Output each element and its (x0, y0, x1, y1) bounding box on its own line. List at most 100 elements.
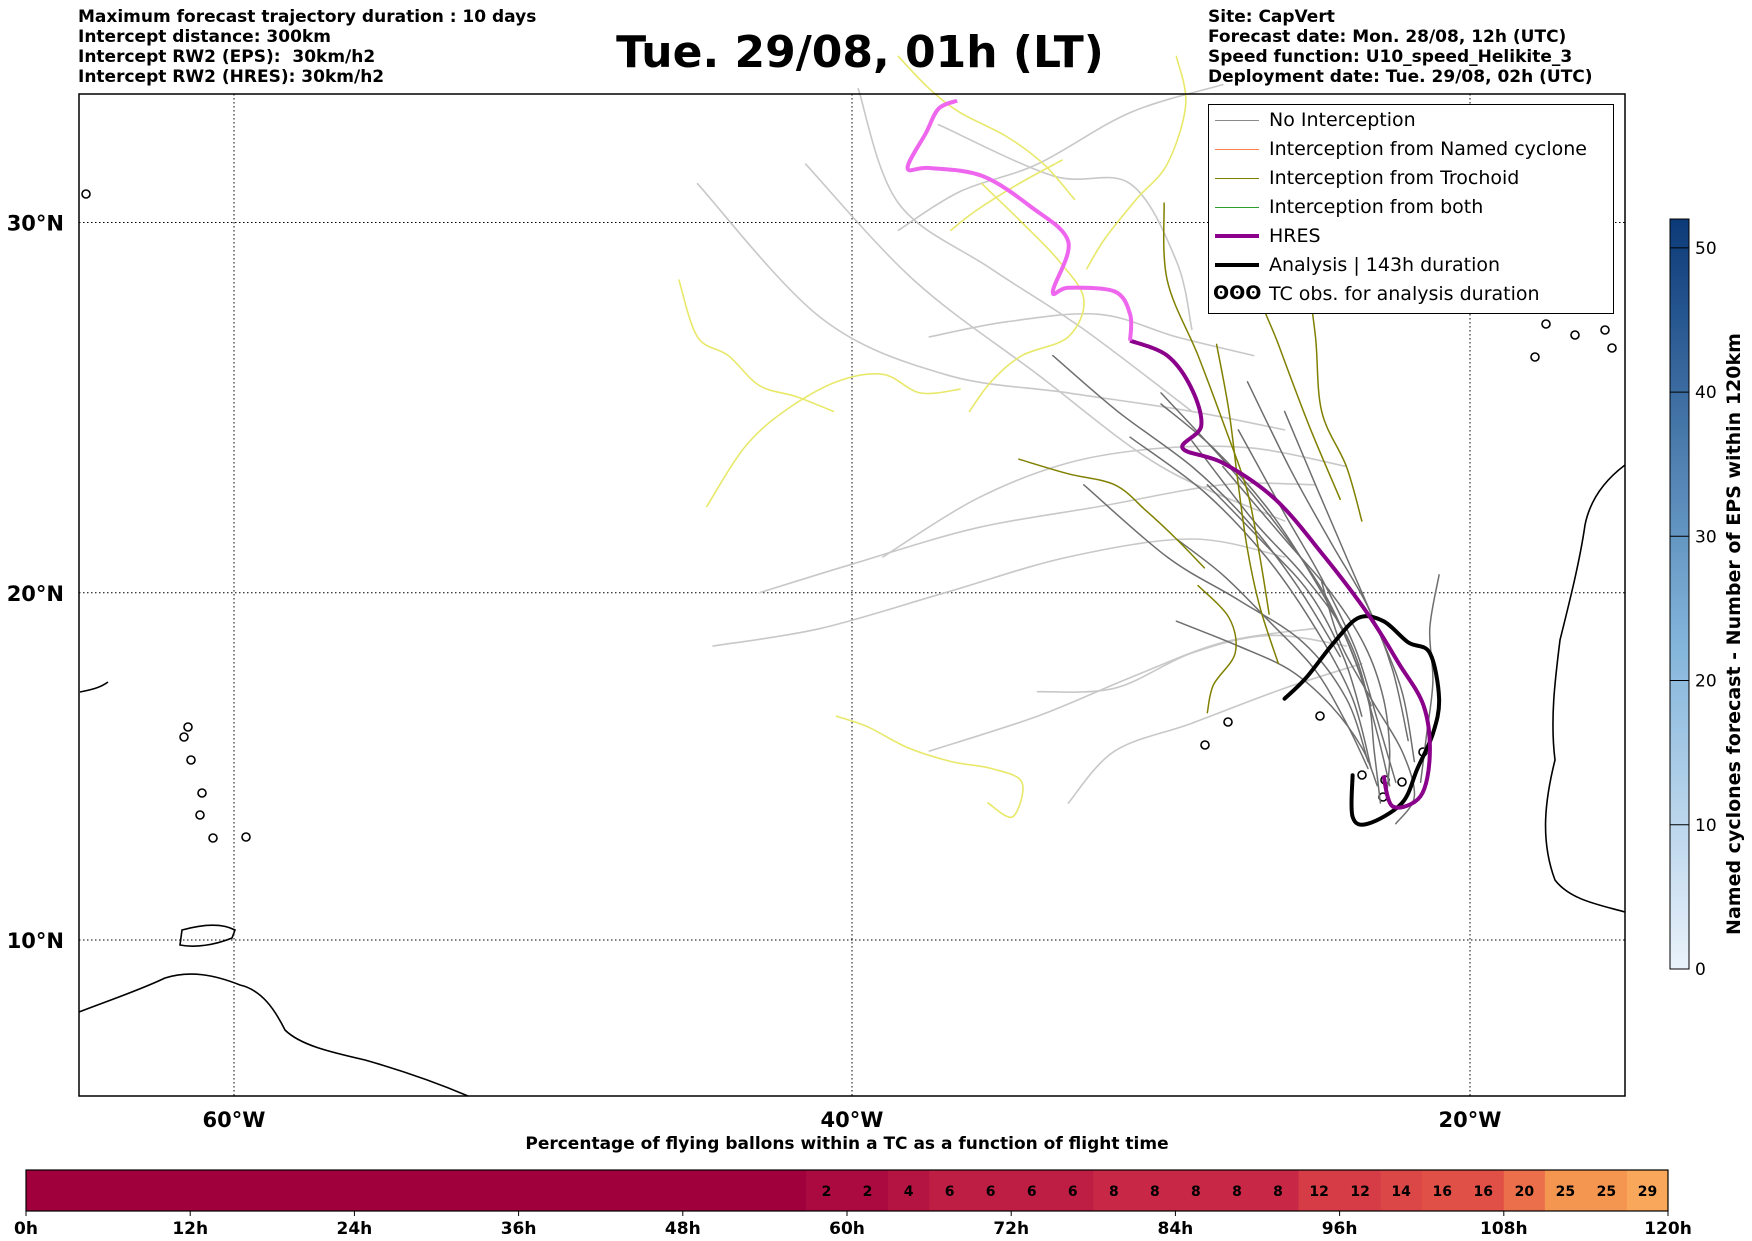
island (81, 189, 91, 199)
map-axes-labels: 60°W 40°W 20°W 30°N 20°N 10°N (7, 212, 1502, 1132)
bottom-colorbar-cell (1544, 1170, 1587, 1211)
island (197, 788, 207, 798)
bottom-colorbar-tick-label: 84h (1158, 1219, 1194, 1239)
trochoid-yellow-tracks (678, 55, 1187, 819)
ensemble-light-tracks (696, 83, 1363, 804)
legend-swatch (1215, 263, 1259, 267)
bottom-colorbar-cell (1503, 1170, 1546, 1211)
bottom-colorbar-cell (190, 1170, 232, 1211)
legend-item-no-interception: No Interception (1209, 107, 1609, 135)
bottom-colorbar-tick-label: 12h (172, 1219, 208, 1239)
bottom-colorbar-cell (1339, 1170, 1382, 1211)
island (1200, 740, 1210, 750)
right-colorbar-tick-label: 20 (1695, 672, 1717, 692)
header-left-info: Maximum forecast trajectory duration : 1… (78, 7, 536, 87)
ensemble-track (1036, 634, 1348, 693)
legend-item-both: Interception from both (1209, 194, 1609, 222)
bottom-colorbar-cell (1093, 1170, 1135, 1211)
latitude-tick-label: 30°N (7, 212, 64, 236)
bottom-colorbar-cell (559, 1170, 602, 1211)
bottom-colorbar-cell (1380, 1170, 1423, 1211)
ensemble-dark-track (1283, 410, 1416, 763)
bottom-colorbar-value: 12 (1350, 1184, 1369, 1200)
bottom-colorbar-cell (682, 1170, 725, 1211)
bottom-colorbar-cell (1052, 1170, 1094, 1211)
legend-label: Analysis | 143h duration (1269, 254, 1501, 276)
tc-symbol-icon: ʘʘʘ (1213, 282, 1262, 304)
south-america-coast (78, 973, 469, 1097)
bottom-colorbar-cell (272, 1170, 314, 1211)
bottom-colorbar-cell (395, 1170, 437, 1211)
bottom-colorbar-title: Percentage of flying ballons within a TC… (525, 1134, 1169, 1154)
island (195, 810, 205, 820)
trochoid-yellow-track (968, 182, 1085, 413)
intercept-distance-text: Intercept distance: 300km (78, 27, 331, 47)
bottom-colorbar-tick-label: 120h (1644, 1219, 1692, 1239)
island (1570, 330, 1580, 340)
bottom-colorbar-value: 2 (863, 1184, 873, 1200)
speed-function-text: Speed function: U10_speed_Helikite_3 (1208, 47, 1573, 67)
bottom-colorbar-cell (1421, 1170, 1464, 1211)
right-colorbar: 0 10 20 30 40 50 Named cyclones forecast - Num… (1669, 218, 1745, 980)
island (1357, 770, 1367, 780)
longitude-tick-label: 20°W (1439, 1108, 1502, 1132)
right-colorbar-tick-label: 0 (1695, 960, 1706, 980)
ensemble-dark-track (1175, 620, 1379, 787)
bottom-colorbar-cell (354, 1170, 396, 1211)
header-right-info: Site: CapVert Forecast date: Mon. 28/08,… (1208, 7, 1593, 87)
analysis-track-group (1282, 614, 1442, 827)
bottom-colorbar-cell (108, 1170, 150, 1211)
ensemble-dark-track (1083, 484, 1369, 763)
legend-item-tc-obs: ʘʘʘ TC obs. for analysis duration (1209, 281, 1609, 309)
trinidad-island (179, 924, 236, 947)
trochoid-olive-track (1197, 584, 1237, 714)
bottom-colorbar-tick-label: 108h (1480, 1219, 1528, 1239)
hres-track-purple (1129, 338, 1432, 810)
ensemble-dark-track (1160, 403, 1372, 707)
legend-item-hres: HRES (1209, 223, 1609, 251)
legend-label: Interception from Named cyclone (1269, 138, 1587, 160)
island (179, 732, 189, 742)
bottom-colorbar-cell (600, 1170, 643, 1211)
bottom-colorbar: 2 2 4 6 6 6 6 8 8 8 8 8 12 12 14 16 16 20 25 25 29 0h 12h 24h 36… (14, 1169, 1692, 1239)
legend-item-trochoid: Interception from Trochoid (1209, 165, 1609, 193)
analysis-track (1282, 614, 1442, 827)
island (1600, 325, 1610, 335)
bottom-colorbar-value: 6 (986, 1184, 996, 1200)
trochoid-olive-track (1018, 458, 1206, 569)
legend-item-analysis: Analysis | 143h duration (1209, 252, 1609, 280)
bottom-colorbar-cell (1175, 1170, 1217, 1211)
bottom-colorbar-value: 6 (945, 1184, 955, 1200)
bottom-colorbar-tick-label: 72h (993, 1219, 1029, 1239)
ensemble-track (882, 445, 1348, 558)
right-colorbar-tick-label: 30 (1695, 527, 1717, 547)
bottom-colorbar-cell (1585, 1170, 1628, 1211)
bottom-colorbar-cell (805, 1170, 848, 1211)
bottom-colorbar-value: 8 (1150, 1184, 1160, 1200)
legend-label: HRES (1269, 225, 1321, 247)
africa-coast (1544, 464, 1626, 913)
right-colorbar-tick-label: 50 (1695, 239, 1717, 259)
hres-track-pink (905, 98, 1134, 341)
ensemble-track (857, 87, 1193, 413)
bottom-colorbar-cell (1298, 1170, 1341, 1211)
legend-label: No Interception (1269, 109, 1416, 131)
ensemble-dark-track (1222, 465, 1391, 797)
island (186, 755, 196, 765)
bottom-colorbar-cell (231, 1170, 273, 1211)
hres-track-group (905, 98, 1432, 810)
right-colorbar-label: Named cyclones forecast - Number of EPS … (1723, 333, 1745, 935)
legend-swatch (1215, 234, 1259, 238)
bottom-colorbar-cell (929, 1170, 971, 1211)
legend-swatch (1215, 178, 1259, 179)
ensemble-dark-track (1246, 381, 1409, 742)
bottom-colorbar-value: 16 (1432, 1184, 1451, 1200)
bottom-colorbar-value: 6 (1068, 1184, 1078, 1200)
map-frame (78, 93, 1626, 1097)
trochoid-olive-track (1215, 343, 1280, 665)
longitude-tick-label: 40°W (821, 1108, 884, 1132)
island (183, 722, 193, 732)
max-duration-text: Maximum forecast trajectory duration : 1… (78, 7, 537, 27)
ensemble-dark-track (1206, 484, 1363, 717)
